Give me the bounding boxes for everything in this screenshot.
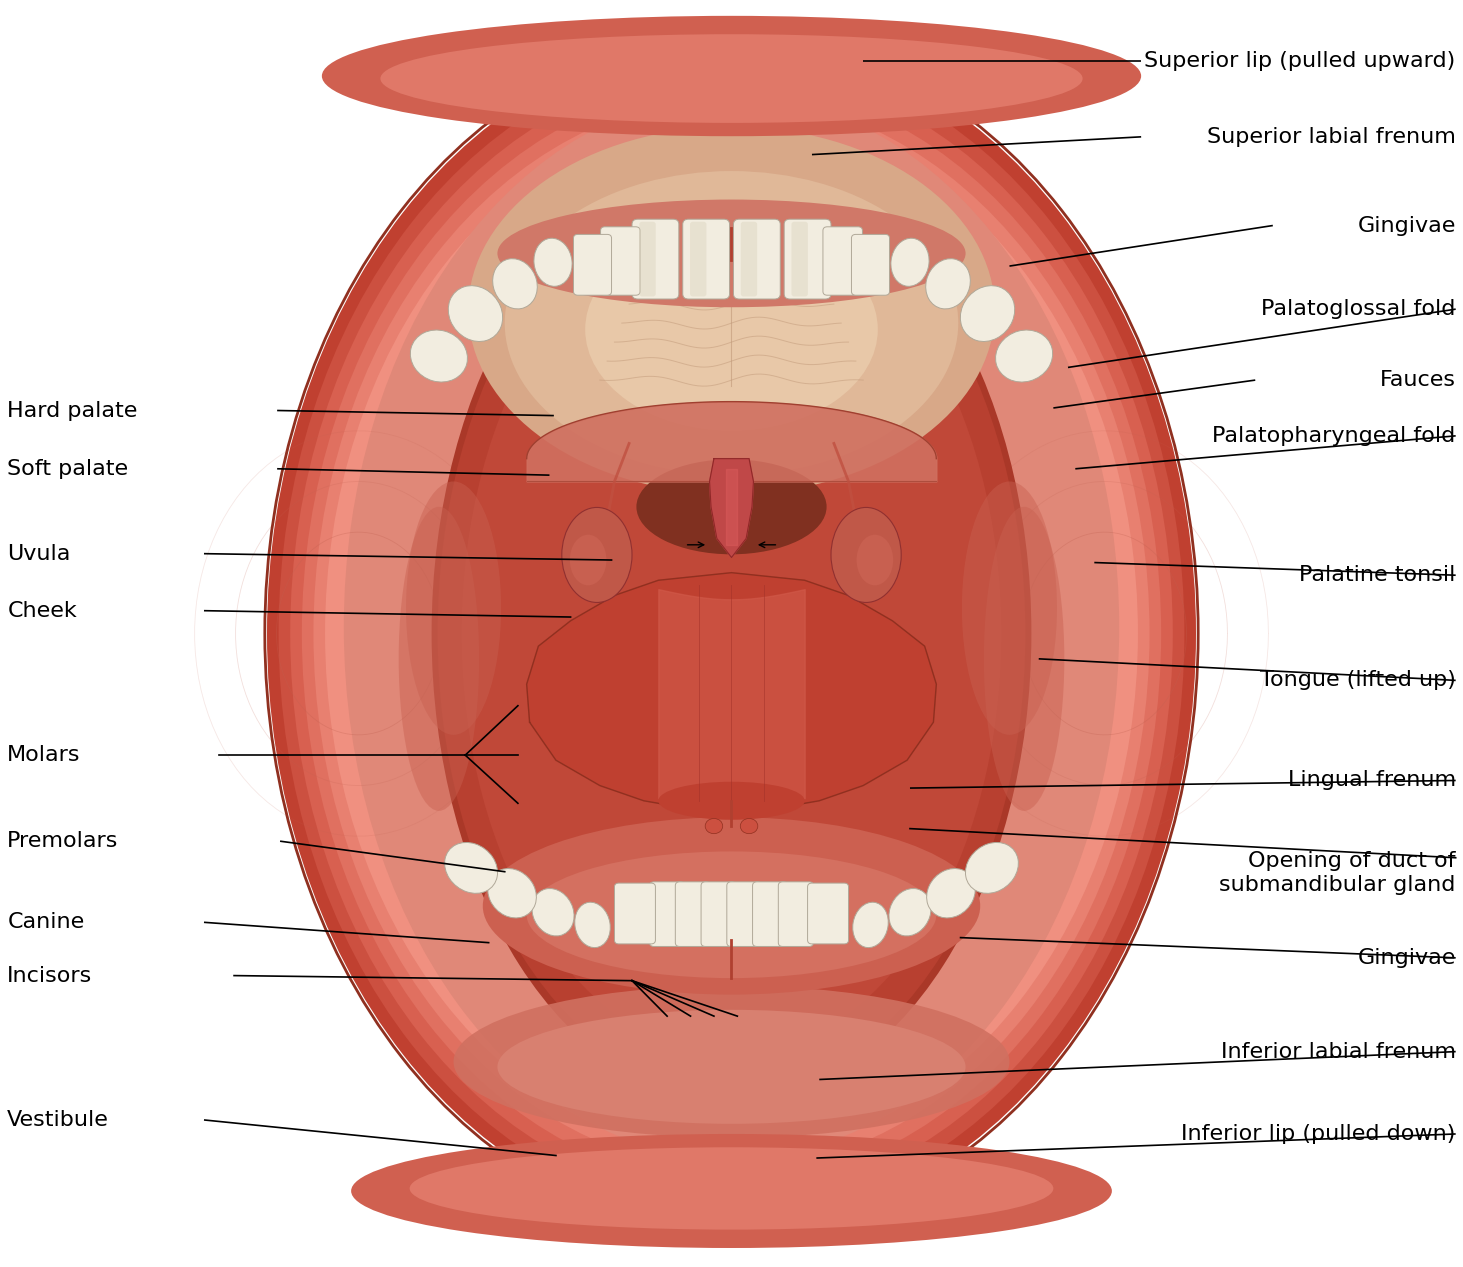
Ellipse shape (562, 507, 632, 602)
FancyBboxPatch shape (791, 222, 808, 296)
Ellipse shape (445, 843, 497, 893)
Ellipse shape (405, 481, 500, 735)
Text: Superior labial frenum: Superior labial frenum (1207, 127, 1456, 147)
Ellipse shape (483, 817, 980, 995)
Ellipse shape (398, 507, 478, 811)
Ellipse shape (462, 212, 1001, 1055)
Text: Tongue (lifted up): Tongue (lifted up) (1260, 670, 1456, 691)
Text: Gingivae: Gingivae (1358, 948, 1456, 968)
Ellipse shape (658, 782, 805, 820)
Text: Cheek: Cheek (7, 601, 78, 621)
FancyBboxPatch shape (676, 882, 711, 946)
Ellipse shape (831, 507, 901, 602)
Ellipse shape (278, 53, 1185, 1214)
Text: Vestibule: Vestibule (7, 1110, 110, 1130)
FancyBboxPatch shape (740, 222, 758, 296)
FancyBboxPatch shape (614, 883, 655, 944)
Text: Soft palate: Soft palate (7, 459, 129, 479)
Ellipse shape (432, 165, 1031, 1102)
Ellipse shape (890, 888, 930, 936)
Ellipse shape (926, 869, 976, 917)
Text: Inferior labial frenum: Inferior labial frenum (1220, 1041, 1456, 1062)
FancyBboxPatch shape (733, 219, 780, 299)
FancyBboxPatch shape (808, 883, 849, 944)
FancyBboxPatch shape (683, 219, 730, 299)
Ellipse shape (290, 68, 1173, 1199)
FancyBboxPatch shape (573, 234, 612, 295)
Ellipse shape (380, 34, 1083, 123)
Text: Hard palate: Hard palate (7, 400, 138, 421)
Circle shape (705, 818, 723, 834)
Ellipse shape (856, 535, 892, 585)
Ellipse shape (493, 258, 537, 309)
FancyBboxPatch shape (784, 219, 831, 299)
Text: Inferior lip (pulled down): Inferior lip (pulled down) (1181, 1124, 1456, 1144)
Ellipse shape (891, 238, 929, 286)
Ellipse shape (853, 902, 888, 948)
Ellipse shape (636, 459, 827, 555)
Text: Incisors: Incisors (7, 965, 92, 986)
Ellipse shape (983, 507, 1064, 811)
Text: Uvula: Uvula (7, 544, 70, 564)
Ellipse shape (497, 1010, 966, 1124)
FancyBboxPatch shape (778, 882, 813, 946)
Ellipse shape (960, 285, 1015, 342)
Ellipse shape (454, 986, 1009, 1138)
Ellipse shape (266, 38, 1195, 1229)
Ellipse shape (575, 902, 610, 948)
Ellipse shape (351, 1134, 1112, 1248)
FancyBboxPatch shape (851, 234, 890, 295)
Ellipse shape (410, 329, 468, 383)
Ellipse shape (995, 329, 1053, 383)
Ellipse shape (410, 1148, 1053, 1229)
Circle shape (740, 818, 758, 834)
Ellipse shape (322, 16, 1141, 136)
Ellipse shape (926, 258, 970, 309)
Text: Gingivae: Gingivae (1358, 215, 1456, 236)
FancyBboxPatch shape (691, 222, 707, 296)
Text: Molars: Molars (7, 745, 80, 765)
Text: Lingual frenum: Lingual frenum (1287, 770, 1456, 791)
FancyBboxPatch shape (600, 227, 639, 295)
Text: Fauces: Fauces (1380, 370, 1456, 390)
Text: Opening of duct of
submandibular gland: Opening of duct of submandibular gland (1219, 850, 1456, 896)
Ellipse shape (487, 869, 537, 917)
Text: Palatoglossal fold: Palatoglossal fold (1261, 299, 1456, 319)
Ellipse shape (301, 82, 1162, 1185)
Text: Canine: Canine (7, 912, 85, 933)
Ellipse shape (325, 113, 1138, 1154)
Ellipse shape (569, 535, 606, 585)
Ellipse shape (527, 851, 936, 978)
Text: Premolars: Premolars (7, 831, 119, 851)
Ellipse shape (437, 174, 1026, 1093)
FancyBboxPatch shape (701, 882, 736, 946)
Polygon shape (710, 459, 753, 557)
Ellipse shape (448, 285, 503, 342)
Ellipse shape (468, 127, 995, 494)
Ellipse shape (505, 171, 958, 475)
Ellipse shape (344, 95, 1119, 1159)
Ellipse shape (313, 98, 1150, 1169)
Ellipse shape (961, 481, 1056, 735)
Ellipse shape (585, 228, 878, 431)
Text: Palatine tonsil: Palatine tonsil (1299, 565, 1456, 585)
FancyBboxPatch shape (727, 882, 762, 946)
FancyBboxPatch shape (639, 222, 655, 296)
FancyBboxPatch shape (632, 219, 679, 299)
Ellipse shape (534, 238, 572, 286)
FancyBboxPatch shape (752, 882, 787, 946)
FancyBboxPatch shape (822, 227, 862, 295)
Text: Palatopharyngeal fold: Palatopharyngeal fold (1213, 426, 1456, 446)
Ellipse shape (533, 888, 573, 936)
Ellipse shape (497, 199, 966, 307)
Ellipse shape (966, 843, 1018, 893)
Text: Superior lip (pulled upward): Superior lip (pulled upward) (1144, 51, 1456, 71)
Polygon shape (527, 573, 936, 811)
FancyBboxPatch shape (650, 882, 685, 946)
